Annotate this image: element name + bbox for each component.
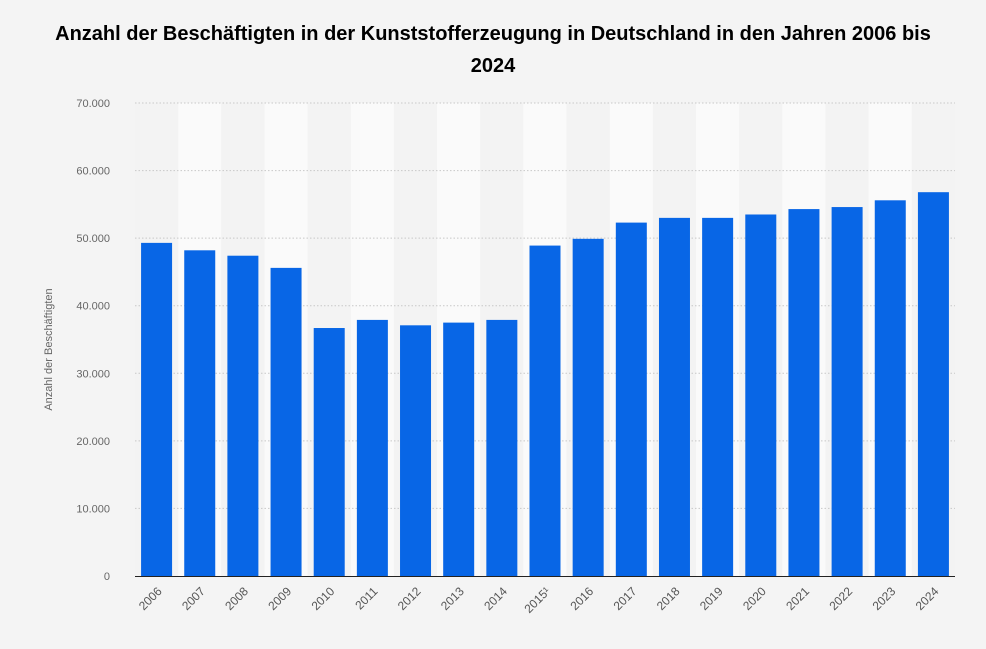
chart-title: Anzahl der Beschäftigten in der Kunststo… <box>55 23 931 77</box>
x-tick-label: 2024 <box>913 584 942 613</box>
x-tick-label: 2010 <box>309 584 338 613</box>
bar-2022 <box>831 207 863 576</box>
x-tick-label: 2016 <box>567 584 596 613</box>
bar-2021 <box>788 209 820 576</box>
bar-2009 <box>270 267 302 576</box>
x-tick-label: 2020 <box>740 584 769 613</box>
x-tick-label: 2011 <box>352 584 380 612</box>
y-tick-label: 60.000 <box>76 166 110 178</box>
x-tick-label: 2018 <box>654 584 683 613</box>
bar-2014 <box>486 319 518 576</box>
bar-2012 <box>400 325 432 576</box>
y-tick-label: 20.000 <box>76 436 110 448</box>
y-tick-label: 40.000 <box>76 301 110 313</box>
x-tick-label: 2014 <box>481 584 510 613</box>
y-tick-label: 10.000 <box>76 503 110 515</box>
x-tick-label: 2006 <box>136 584 165 613</box>
y-tick-label: 50.000 <box>76 233 110 245</box>
x-tick-label: 2019 <box>697 584 726 613</box>
x-tick-label: 2021 <box>783 584 812 613</box>
bar-2018 <box>658 217 690 576</box>
bar-2023 <box>874 200 906 576</box>
bar-2024 <box>917 192 949 577</box>
y-tick-label: 0 <box>104 571 110 583</box>
bar-2011 <box>356 319 388 576</box>
bar-2010 <box>313 328 345 576</box>
x-tick-label: 2023 <box>870 584 899 613</box>
bar-2016 <box>572 238 604 576</box>
bar-2020 <box>745 214 777 576</box>
bar-2015¹ <box>529 245 561 576</box>
y-tick-label: 30.000 <box>76 368 110 380</box>
x-tick-label: 2022 <box>826 584 855 613</box>
bar-2017 <box>615 222 647 576</box>
y-axis-label: Anzahl der Beschäftigten <box>43 288 55 410</box>
bar-2013 <box>443 322 475 576</box>
x-tick-label: 2009 <box>265 584 294 613</box>
x-tick-label: 2007 <box>179 584 208 613</box>
y-tick-label: 70.000 <box>76 98 110 110</box>
bar-2006 <box>141 242 173 576</box>
bar-2019 <box>702 217 734 576</box>
x-tick-label: 2015¹ <box>522 584 554 616</box>
bar-2008 <box>227 255 259 576</box>
x-tick-label: 2017 <box>611 584 640 613</box>
x-tick-label: 2013 <box>438 584 467 613</box>
x-tick-label: 2008 <box>222 584 251 613</box>
bar-2007 <box>184 250 216 576</box>
x-tick-label: 2012 <box>395 584 424 613</box>
